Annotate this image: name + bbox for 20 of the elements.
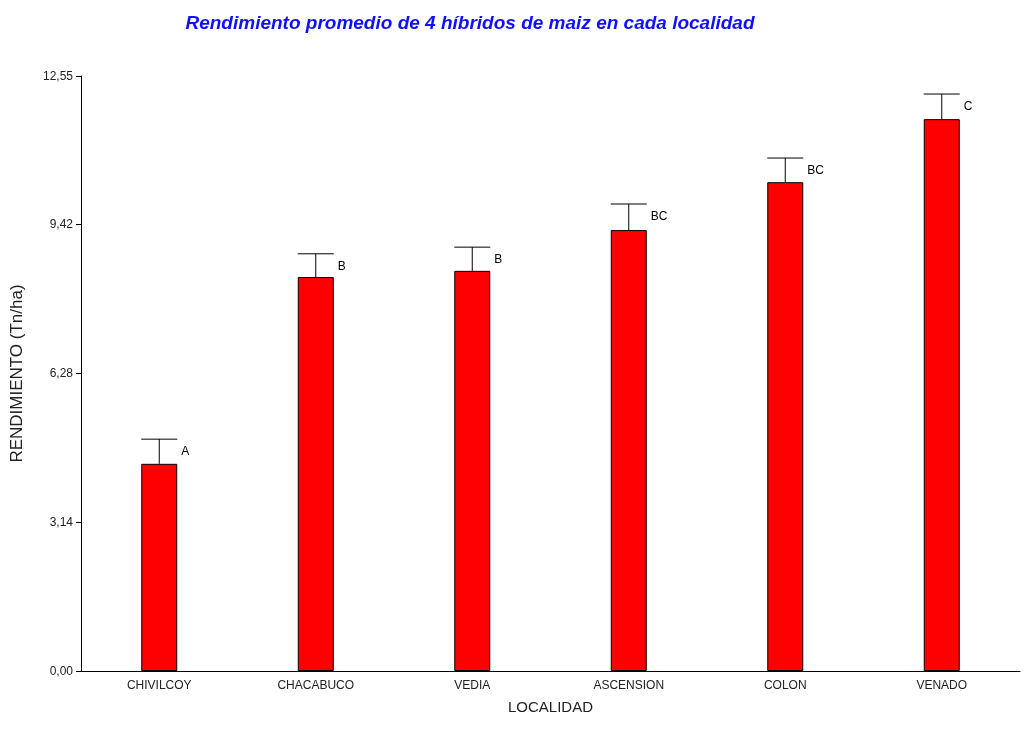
x-tick-label: CHACABUCO [277,678,355,692]
y-tick-label: 9,42 [49,217,74,232]
annotation: BC [650,209,668,224]
x-tick-label: VEDIA [454,678,491,692]
y-axis-title: RENDIMIENTO (Tn/ha) [7,284,26,463]
x-tick-label: VENADO [916,678,968,692]
y-tick-label: 0,00 [49,664,74,678]
y-tick-label: 12,55 [42,69,74,83]
x-tick-label: COLON [763,678,807,692]
annotation: C [963,99,973,114]
x-axis-title: LOCALIDAD [507,698,594,715]
x-tick-label: ASCENSION [593,678,665,692]
y-tick-label: 6,28 [49,366,74,381]
chart-title: Rendimiento promedio de 4 híbridos de maiz en cada localidad [185,12,755,33]
annotation: B [494,252,503,267]
x-tick-label: CHIVILCOY [126,678,192,692]
annotation: A [181,444,190,459]
y-tick-label: 3,14 [49,515,74,530]
annotation: B [337,258,346,273]
annotation: BC [807,163,825,178]
